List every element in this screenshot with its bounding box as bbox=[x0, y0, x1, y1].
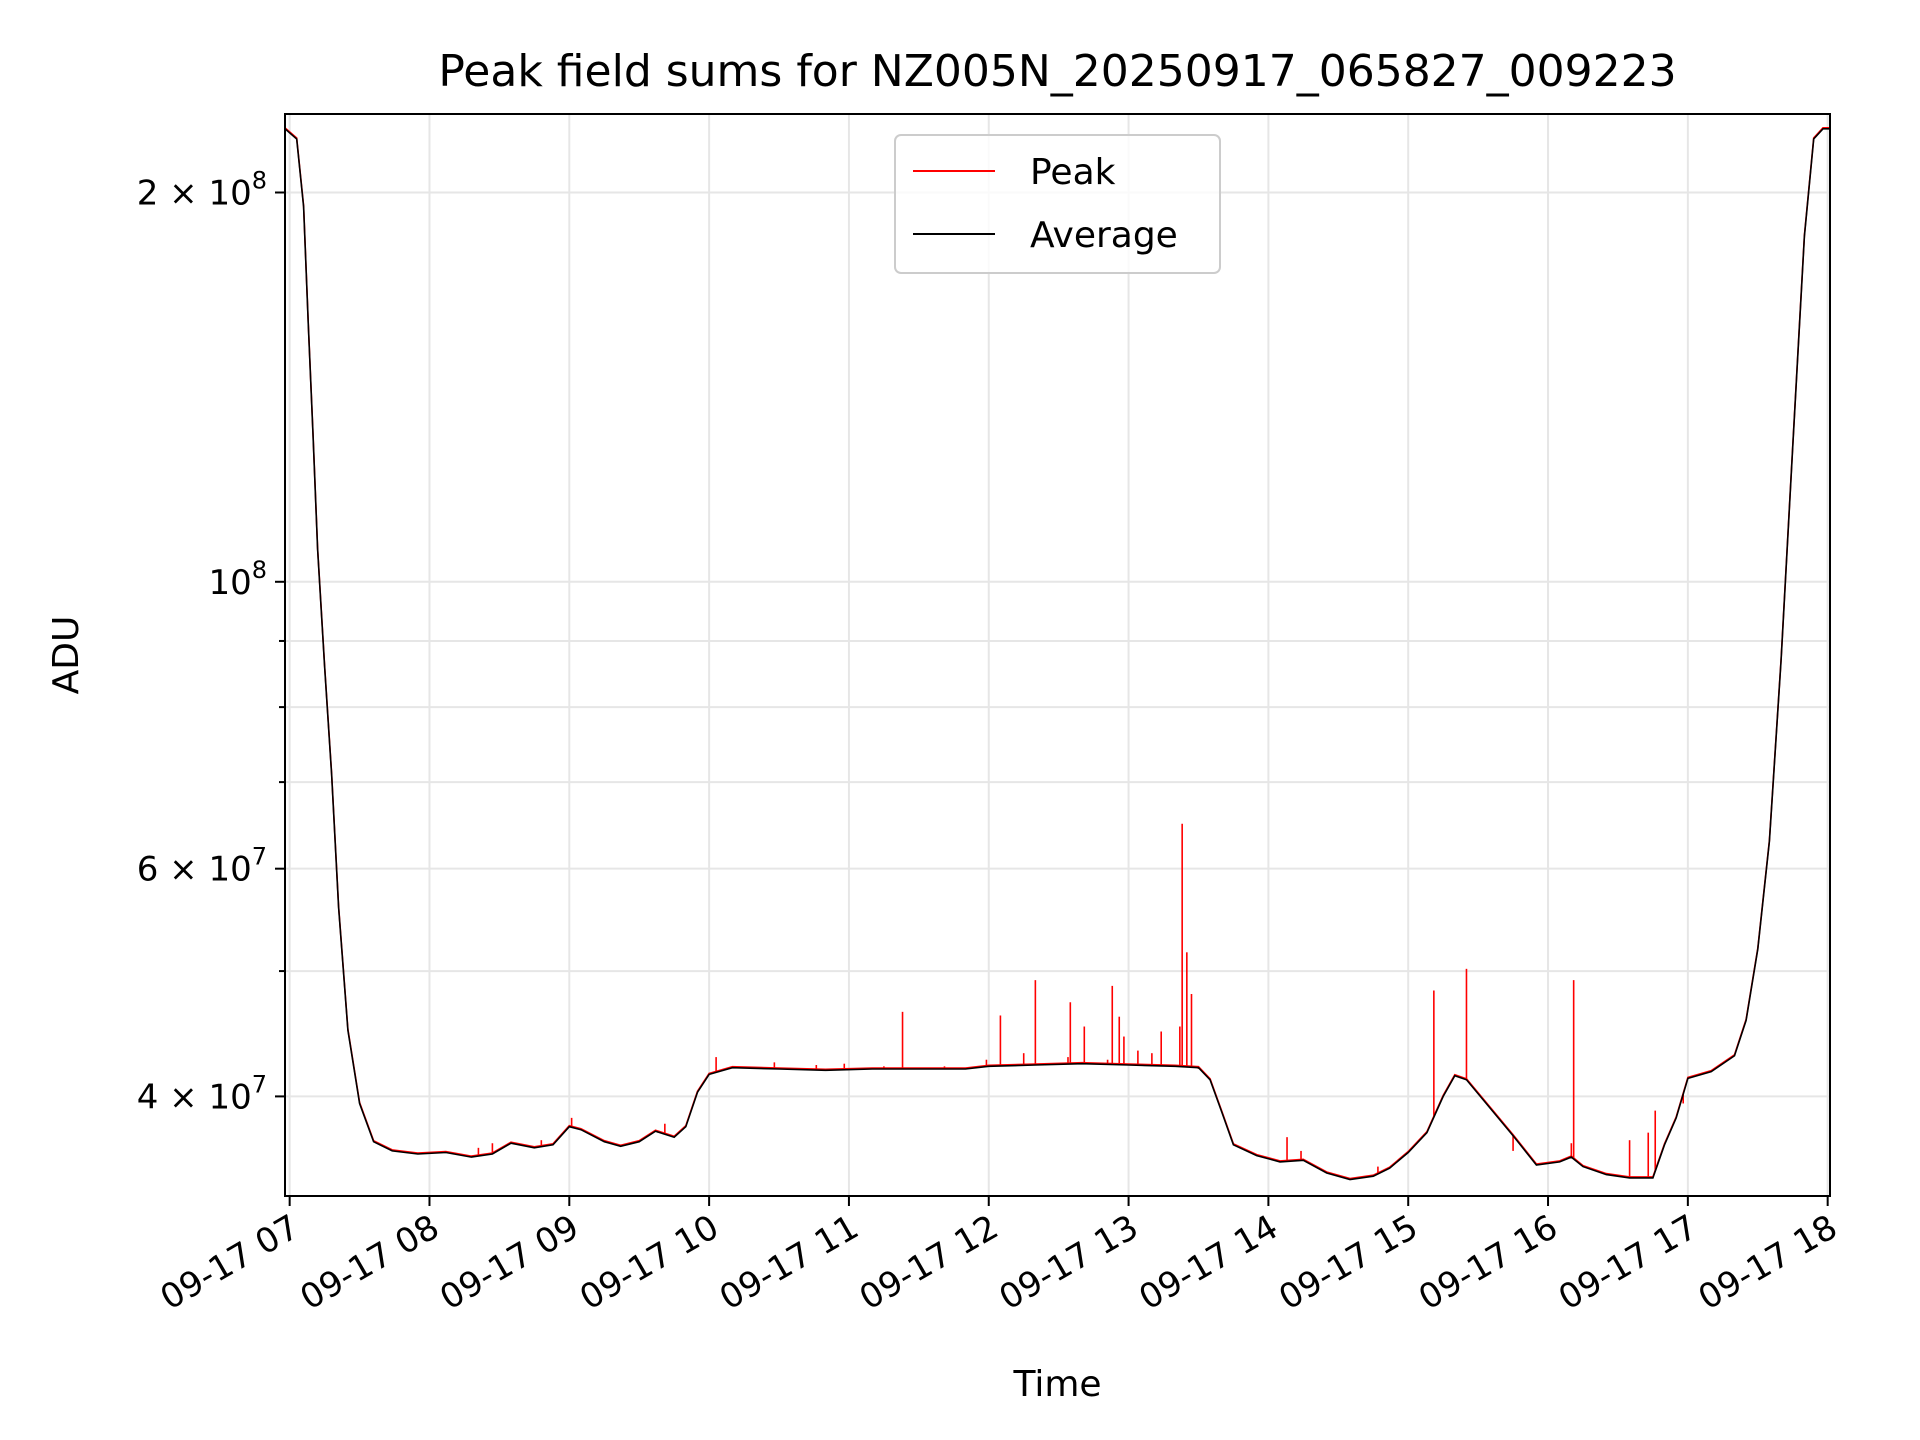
average-line bbox=[284, 128, 1830, 1181]
y-tick-base: 2 × 10 bbox=[137, 173, 252, 213]
legend-box bbox=[894, 134, 1221, 274]
legend-label: Average bbox=[1030, 215, 1178, 256]
y-tick-label: 2 × 108 bbox=[137, 166, 267, 213]
y-tick-exponent: 8 bbox=[252, 166, 267, 194]
y-tick-label: 4 × 107 bbox=[137, 1070, 267, 1117]
y-tick-exponent: 7 bbox=[252, 843, 267, 871]
y-tick-label: 108 bbox=[208, 556, 267, 603]
y-tick-label: 6 × 107 bbox=[137, 843, 267, 890]
y-tick-base: 4 × 10 bbox=[137, 1077, 252, 1117]
grid bbox=[285, 114, 1830, 1196]
x-axis-label: Time bbox=[1012, 1364, 1101, 1405]
legend: Peak Average bbox=[894, 134, 1221, 274]
legend-label: Peak bbox=[1030, 152, 1116, 193]
y-tick-exponent: 7 bbox=[252, 1070, 267, 1098]
y-tick-exponent: 8 bbox=[252, 556, 267, 584]
series-layer bbox=[284, 127, 1830, 1181]
chart-title: Peak field sums for NZ005N_20250917_0658… bbox=[438, 46, 1676, 97]
y-tick-base: 6 × 10 bbox=[137, 850, 252, 890]
y-tick-base: 10 bbox=[208, 563, 251, 603]
y-axis-label: ADU bbox=[46, 616, 87, 695]
plot-frame bbox=[284, 113, 1831, 1197]
